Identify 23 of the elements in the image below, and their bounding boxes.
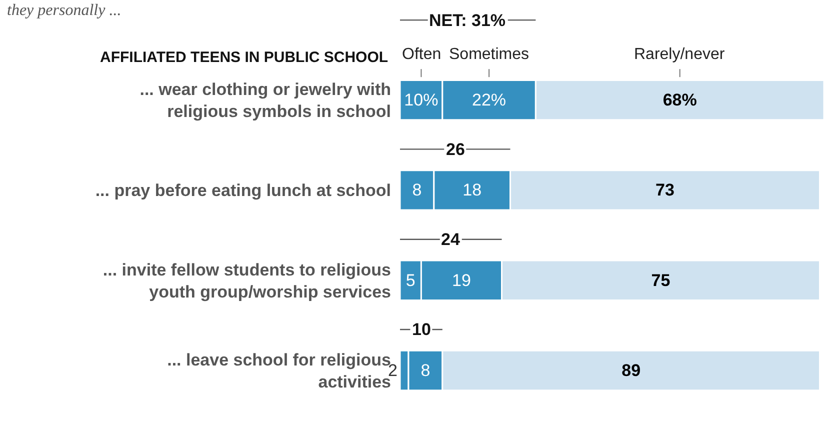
text: they personally ... — [7, 2, 122, 19]
data-label: 73 — [656, 180, 674, 200]
y-tick-label: ... invite fellow students to religious youth group/worship services — [102, 260, 391, 302]
series-label: Sometimes — [449, 46, 530, 63]
data-label: 18 — [462, 180, 482, 200]
y-axis-title: AFFILIATED TEENS IN PUBLIC SCHOOL — [100, 49, 388, 66]
data-label: 75 — [651, 270, 670, 290]
annotation: 26 — [446, 140, 465, 159]
data-label: 68% — [662, 90, 697, 110]
data-label: 10% — [404, 90, 438, 110]
data-label: 22% — [472, 90, 506, 110]
y-tick-label: ... pray before eating lunch at school — [95, 181, 391, 200]
data-label: 5 — [406, 270, 416, 290]
data-label: 89 — [622, 361, 641, 380]
series-label: Often — [402, 46, 442, 63]
data-label: 8 — [420, 361, 430, 380]
data-label: 8 — [412, 180, 422, 200]
y-tick-label: ... wear clothing or jewelry with religious symbols in school — [140, 80, 391, 122]
data-label: 19 — [452, 270, 471, 290]
annotation: 24 — [441, 230, 460, 249]
series-label: Rarely/never — [634, 46, 726, 63]
annotation: NET: 31% — [429, 11, 506, 30]
annotation: 10 — [412, 320, 431, 339]
